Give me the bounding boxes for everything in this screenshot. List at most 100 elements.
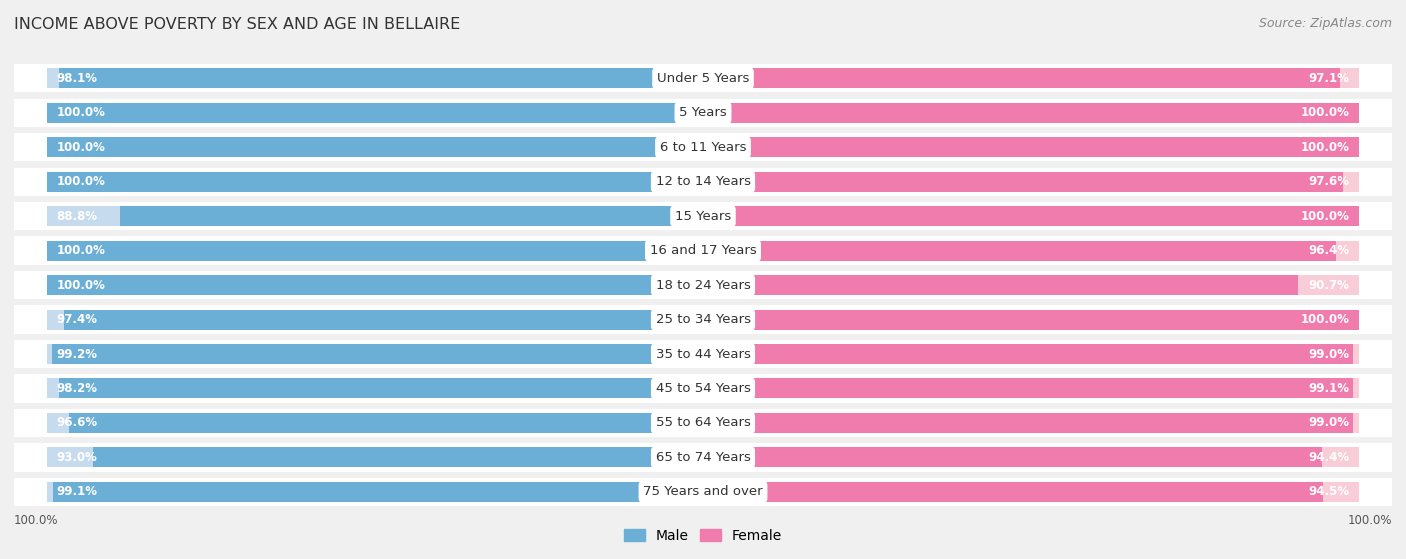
Text: 100.0%: 100.0% — [1347, 514, 1392, 527]
Bar — [703, 172, 1360, 192]
Bar — [14, 409, 1392, 437]
Bar — [46, 68, 703, 88]
Bar — [14, 236, 1392, 265]
Bar — [703, 206, 1360, 226]
Bar — [703, 138, 1360, 157]
Bar — [14, 305, 1392, 334]
Text: 75 Years and over: 75 Years and over — [643, 485, 763, 499]
Bar — [703, 275, 1360, 295]
Bar — [703, 240, 1336, 260]
Bar — [703, 378, 1360, 399]
Bar — [703, 413, 1353, 433]
Bar — [121, 206, 703, 226]
Text: 100.0%: 100.0% — [56, 175, 105, 188]
Bar — [703, 310, 1360, 330]
Bar — [703, 240, 1360, 260]
Text: 100.0%: 100.0% — [56, 141, 105, 154]
Text: 16 and 17 Years: 16 and 17 Years — [650, 244, 756, 257]
Legend: Male, Female: Male, Female — [619, 523, 787, 548]
Text: 6 to 11 Years: 6 to 11 Years — [659, 141, 747, 154]
Text: 100.0%: 100.0% — [1301, 313, 1350, 326]
Text: Under 5 Years: Under 5 Years — [657, 72, 749, 85]
Bar — [703, 275, 1298, 295]
Bar — [46, 482, 703, 502]
Text: Source: ZipAtlas.com: Source: ZipAtlas.com — [1258, 17, 1392, 30]
Text: 94.4%: 94.4% — [1308, 451, 1350, 464]
Bar — [46, 310, 703, 330]
Bar — [703, 103, 1360, 123]
Text: 12 to 14 Years: 12 to 14 Years — [655, 175, 751, 188]
Text: 96.4%: 96.4% — [1308, 244, 1350, 257]
Bar — [14, 340, 1392, 368]
Bar — [46, 447, 703, 467]
Bar — [52, 344, 703, 364]
Bar — [53, 482, 703, 502]
Text: 100.0%: 100.0% — [1301, 210, 1350, 222]
Text: 99.2%: 99.2% — [56, 348, 97, 361]
Text: 99.1%: 99.1% — [1309, 382, 1350, 395]
Bar — [46, 275, 703, 295]
Bar — [14, 133, 1392, 162]
Bar — [46, 240, 703, 260]
Text: 65 to 74 Years: 65 to 74 Years — [655, 451, 751, 464]
Bar — [46, 172, 703, 192]
Bar — [46, 378, 703, 399]
Text: 90.7%: 90.7% — [1309, 278, 1350, 292]
Bar — [703, 482, 1360, 502]
Bar — [46, 103, 703, 123]
Bar — [703, 378, 1353, 399]
Text: 55 to 64 Years: 55 to 64 Years — [655, 416, 751, 429]
Bar — [46, 240, 703, 260]
Bar — [93, 447, 703, 467]
Bar — [59, 378, 703, 399]
Text: 15 Years: 15 Years — [675, 210, 731, 222]
Bar — [69, 413, 703, 433]
Text: 93.0%: 93.0% — [56, 451, 97, 464]
Text: 99.0%: 99.0% — [1309, 416, 1350, 429]
Bar — [703, 310, 1360, 330]
Bar — [46, 206, 703, 226]
Text: 5 Years: 5 Years — [679, 106, 727, 119]
Text: 98.1%: 98.1% — [56, 72, 97, 85]
Bar — [703, 103, 1360, 123]
Bar — [14, 202, 1392, 230]
Bar — [703, 68, 1340, 88]
Text: 100.0%: 100.0% — [56, 244, 105, 257]
Text: 94.5%: 94.5% — [1308, 485, 1350, 499]
Bar — [59, 68, 703, 88]
Text: 88.8%: 88.8% — [56, 210, 98, 222]
Bar — [703, 138, 1360, 157]
Bar — [703, 447, 1360, 467]
Text: 18 to 24 Years: 18 to 24 Years — [655, 278, 751, 292]
Bar — [703, 482, 1323, 502]
Text: 97.1%: 97.1% — [1309, 72, 1350, 85]
Bar — [46, 138, 703, 157]
Bar — [14, 375, 1392, 402]
Bar — [14, 64, 1392, 92]
Text: INCOME ABOVE POVERTY BY SEX AND AGE IN BELLAIRE: INCOME ABOVE POVERTY BY SEX AND AGE IN B… — [14, 17, 460, 32]
Bar — [703, 447, 1323, 467]
Text: 100.0%: 100.0% — [14, 514, 59, 527]
Bar — [703, 68, 1360, 88]
Text: 100.0%: 100.0% — [56, 106, 105, 119]
Bar — [46, 344, 703, 364]
Text: 35 to 44 Years: 35 to 44 Years — [655, 348, 751, 361]
Bar — [703, 344, 1353, 364]
Bar — [46, 172, 703, 192]
Bar — [14, 168, 1392, 196]
Bar — [46, 275, 703, 295]
Text: 25 to 34 Years: 25 to 34 Years — [655, 313, 751, 326]
Bar — [63, 310, 703, 330]
Text: 99.0%: 99.0% — [1309, 348, 1350, 361]
Text: 99.1%: 99.1% — [56, 485, 97, 499]
Bar — [46, 138, 703, 157]
Text: 100.0%: 100.0% — [1301, 106, 1350, 119]
Text: 100.0%: 100.0% — [1301, 141, 1350, 154]
Bar — [14, 478, 1392, 506]
Text: 98.2%: 98.2% — [56, 382, 97, 395]
Bar — [14, 98, 1392, 127]
Bar — [46, 103, 703, 123]
Text: 45 to 54 Years: 45 to 54 Years — [655, 382, 751, 395]
Bar — [703, 206, 1360, 226]
Bar — [703, 413, 1360, 433]
